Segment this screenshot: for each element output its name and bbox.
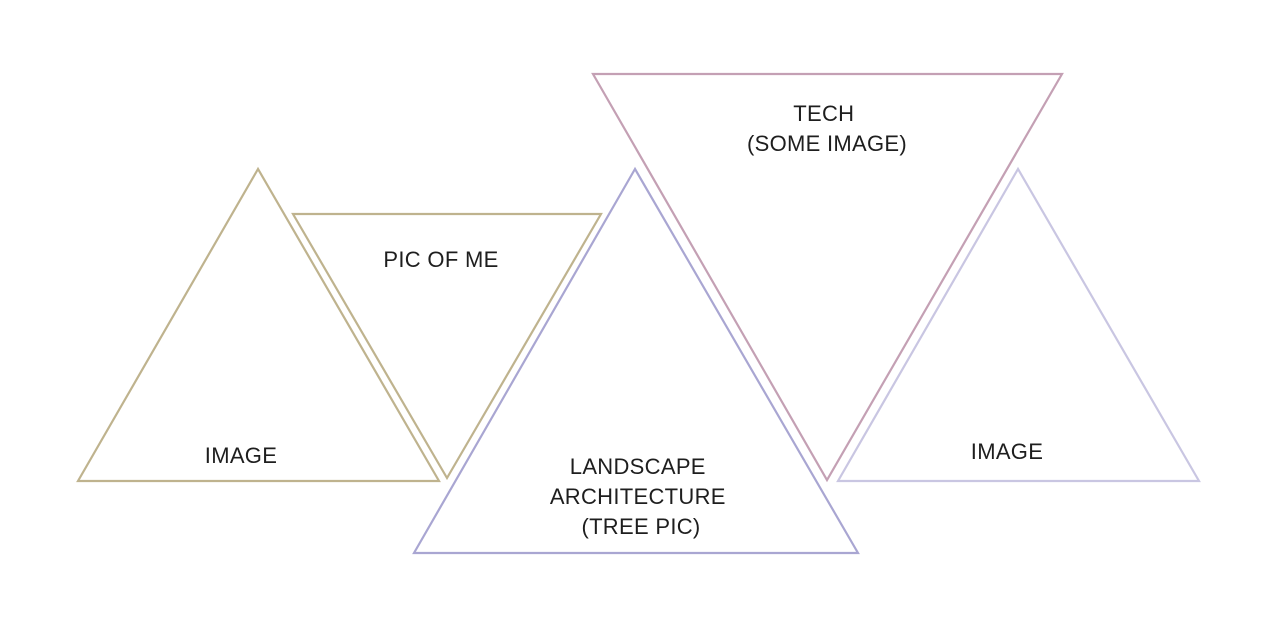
triangle-landscape-architecture-label-line-3: (TREE PIC) xyxy=(581,514,700,539)
triangle-tech-shape xyxy=(591,72,1064,483)
triangle-landscape-architecture-shape xyxy=(412,166,860,555)
triangle-tech-label-line-1: TECH xyxy=(793,101,854,126)
triangle-image-right-label: IMAGE xyxy=(971,439,1043,464)
triangle-landscape-architecture-label-line-1: LANDSCAPE xyxy=(570,454,706,479)
triangle-landscape-architecture: LANDSCAPE ARCHITECTURE (TREE PIC) xyxy=(412,166,860,555)
svg-text:TECH (SOME IMAGE): TECH (SOME IMAGE) xyxy=(747,101,907,156)
triangle-tech-label-line-2: (SOME IMAGE) xyxy=(747,131,907,156)
triangle-image-right-shape xyxy=(836,166,1201,483)
triangle-pic-of-me-shape xyxy=(291,212,603,481)
triangle-image-left-label: IMAGE xyxy=(205,443,277,468)
triangle-landscape-architecture-label-line-2: ARCHITECTURE xyxy=(550,484,726,509)
triangle-pic-of-me: PIC OF ME xyxy=(291,212,603,481)
triangle-pic-of-me-label: PIC OF ME xyxy=(383,247,498,272)
triangle-image-right: IMAGE xyxy=(836,166,1201,483)
svg-text:PIC OF ME: PIC OF ME xyxy=(383,247,498,272)
triangle-image-left-shape xyxy=(76,166,441,483)
triangle-image-left: IMAGE xyxy=(76,166,441,483)
svg-text:LANDSCAPE ARCHITECTURE: LANDSCAPE ARCHITECTURE (TREE PIC) xyxy=(550,454,732,539)
svg-text:IMAGE: IMAGE xyxy=(971,439,1043,464)
svg-text:IMAGE: IMAGE xyxy=(205,443,277,468)
triangle-tech: TECH (SOME IMAGE) xyxy=(591,72,1064,483)
